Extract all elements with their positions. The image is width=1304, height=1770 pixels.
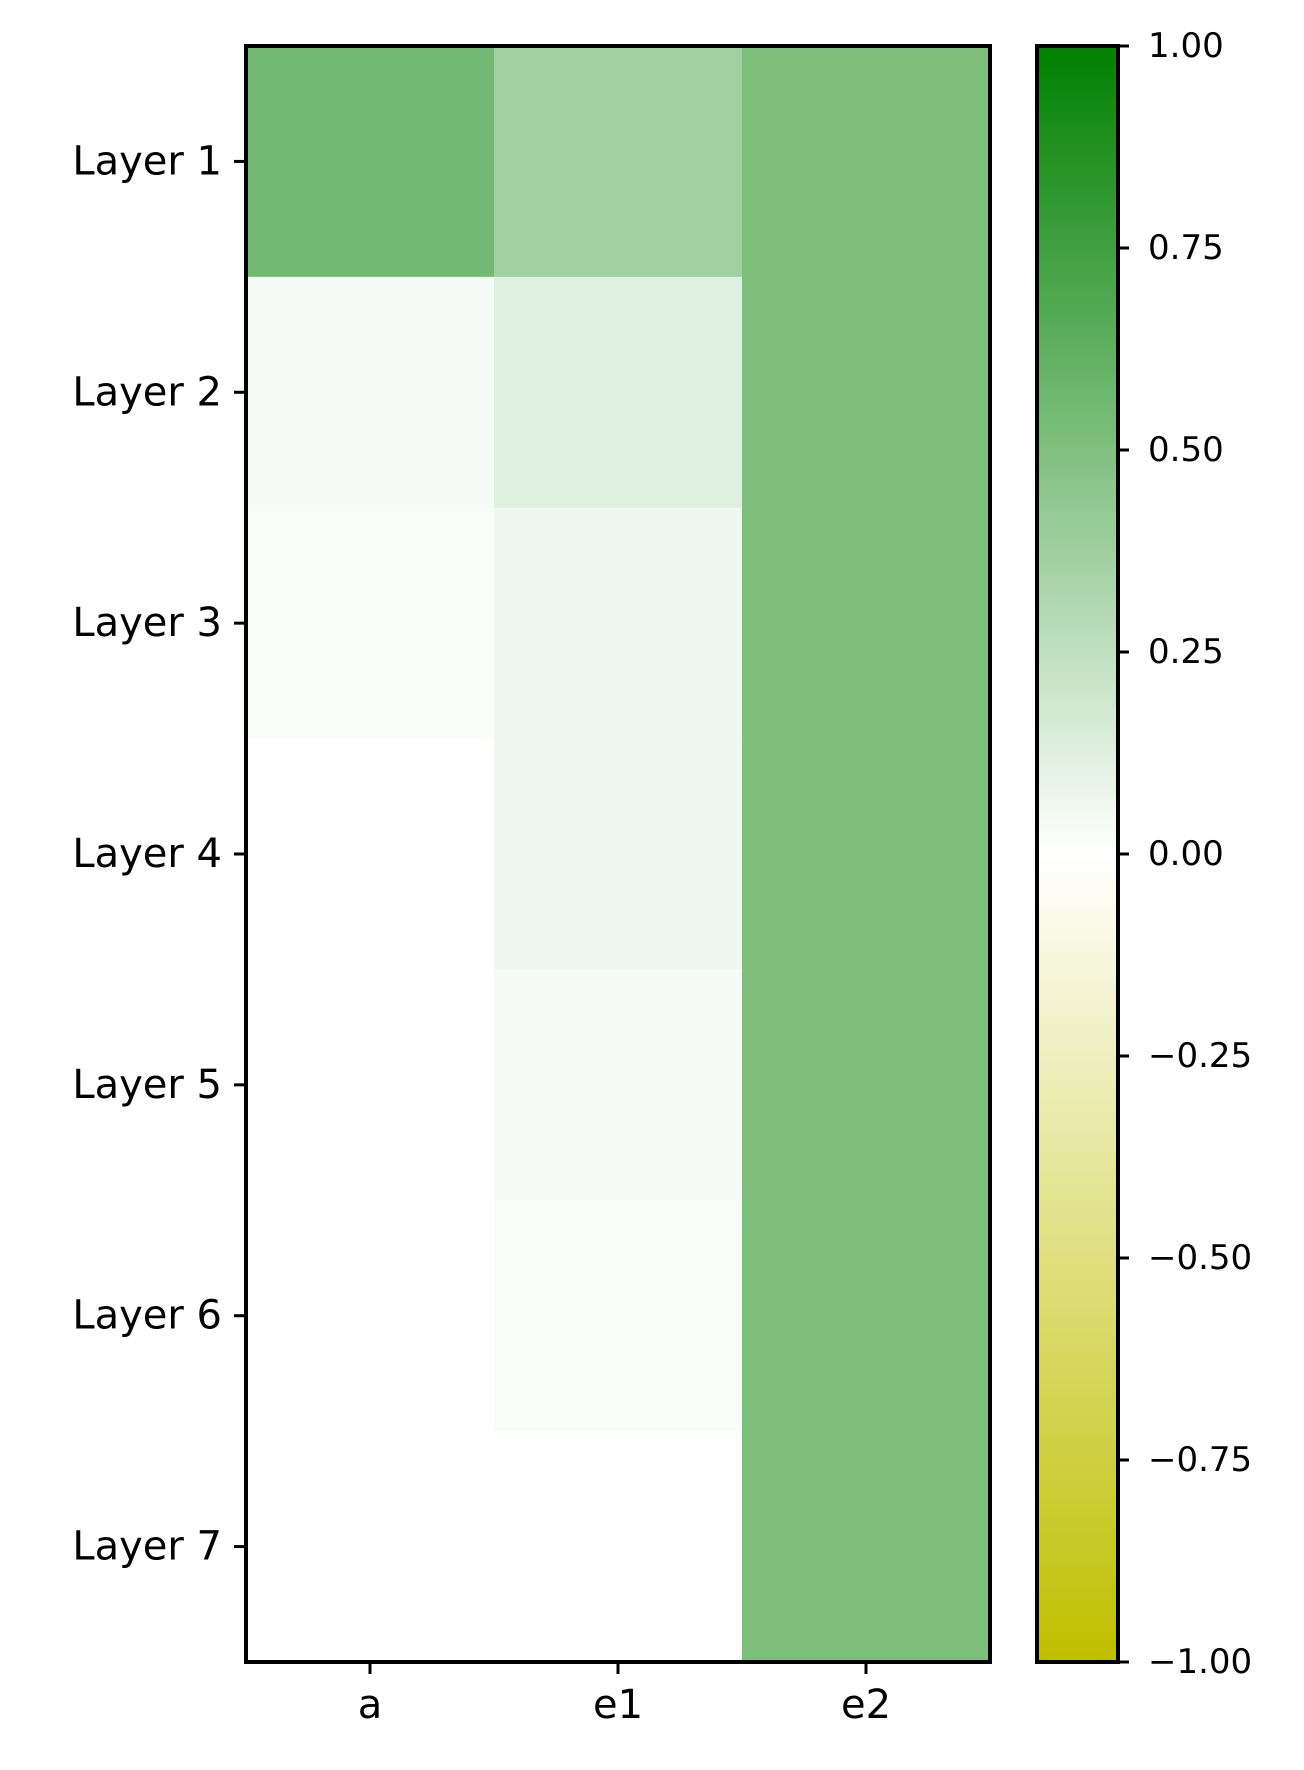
heatmap-cell [246, 1200, 495, 1432]
heatmap-cell [246, 46, 495, 278]
colorbar-tick-label: 0.50 [1148, 430, 1224, 470]
heatmap-cell [742, 507, 991, 740]
heatmap-cell [246, 1431, 495, 1663]
heatmap-cell [742, 1200, 991, 1432]
x-tick-label: e2 [841, 1682, 891, 1728]
heatmap-cell [246, 738, 495, 971]
y-tick-label: Layer 7 [72, 1524, 222, 1570]
heatmap-cell [246, 276, 495, 509]
heatmap-cell [742, 969, 991, 1201]
colorbar-tick-label: −0.50 [1148, 1238, 1252, 1278]
y-axis: Layer 1 Layer 2 Layer 3 Layer 4 Layer 5 Layer… [72, 138, 246, 1570]
colorbar-tick-label: −1.00 [1148, 1642, 1252, 1682]
heatmap-cell [494, 969, 743, 1201]
y-tick-label: Layer 2 [72, 369, 222, 415]
colorbar-tick-label: 0.00 [1148, 834, 1224, 874]
heatmap-cell [246, 507, 495, 740]
y-tick-label: Layer 1 [72, 138, 222, 184]
heatmap-cell [494, 46, 743, 278]
y-tick-label: Layer 6 [72, 1293, 222, 1339]
heatmap-cell [494, 738, 743, 971]
heatmap-cells [246, 46, 991, 1663]
heatmap-cell [246, 969, 495, 1201]
colorbar-tick-label: 0.25 [1148, 632, 1224, 672]
heatmap-cell [494, 1200, 743, 1432]
heatmap-cell [494, 1431, 743, 1663]
colorbar-axis: 1.00 0.75 0.50 0.25 0.00 −0.25 −0.50 −0.75 −1.00 [1118, 26, 1252, 1682]
colorbar [1035, 44, 1120, 1664]
colorbar-tick-label: 1.00 [1148, 26, 1224, 66]
colorbar-tick-label: 0.75 [1148, 228, 1224, 268]
heatmap-cell [742, 276, 991, 509]
heatmap-cell [742, 1431, 991, 1663]
x-axis: a e1 e2 [358, 1662, 891, 1728]
heatmap-cell [494, 276, 743, 509]
heatmap-cell [494, 507, 743, 740]
heatmap-cell [742, 46, 991, 278]
x-tick-label: a [358, 1682, 383, 1728]
y-tick-label: Layer 3 [72, 600, 222, 646]
heatmap-cell [742, 738, 991, 971]
colorbar-tick-label: −0.25 [1148, 1036, 1252, 1076]
colorbar-tick-label: −0.75 [1148, 1440, 1252, 1480]
y-tick-label: Layer 4 [72, 831, 222, 877]
x-tick-label: e1 [593, 1682, 643, 1728]
y-tick-label: Layer 5 [72, 1062, 222, 1108]
